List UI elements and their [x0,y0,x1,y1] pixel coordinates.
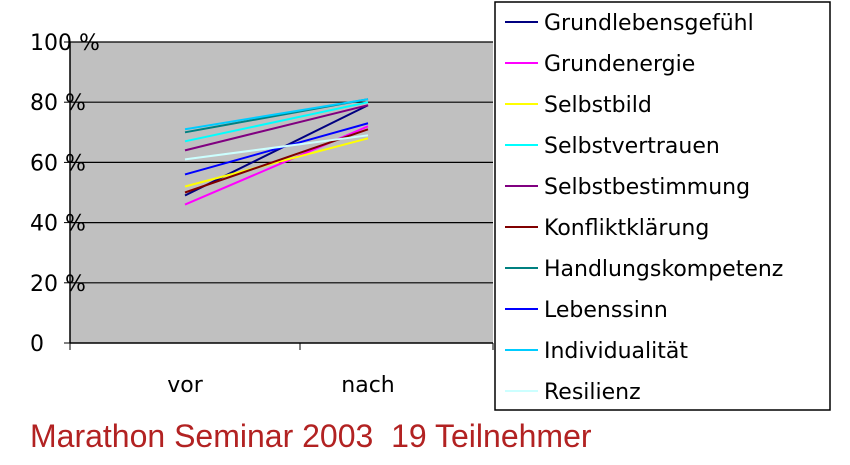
y-tick-label: 100 % [30,31,100,56]
y-tick-label: 80 % [30,91,86,116]
legend-label: Grundenergie [544,52,695,77]
legend-box [494,1,831,411]
x-tick-label: vor [167,373,203,398]
plot-area [70,42,493,343]
legend-label: Grundlebensgefühl [544,11,754,36]
legend: Grundlebensgefühl Grundenergie Selbstbild S… [494,1,831,411]
legend-label: Konfliktklärung [544,216,709,241]
legend-label: Handlungskompetenz [544,257,783,282]
legend-label: Resilienz [544,380,641,405]
series-line [184,137,369,188]
series-line [184,98,369,131]
chart-caption: Marathon Seminar 2003 19 Teilnehmer [30,418,592,454]
series-line [184,104,369,152]
series-line [184,104,369,197]
legend-label: Selbstvertrauen [544,134,720,159]
y-axis: 0 20 % 40 % 60 % 80 % 100 % [30,31,100,357]
y-tick-label: 60 % [30,151,86,176]
series-line [184,101,369,143]
x-axis: vor nach [69,342,494,398]
series-line [184,134,369,161]
y-tick-label: 0 [30,332,44,357]
legend-label: Selbstbestimmung [544,175,750,200]
y-tick-label: 40 % [30,212,86,237]
series-lines [184,98,369,206]
series-line [184,122,369,176]
y-tick-label: 20 % [30,272,86,297]
legend-label: Individualität [544,339,688,364]
legend-label: Lebenssinn [544,298,668,323]
legend-label: Selbstbild [544,93,652,118]
x-tick-label: nach [341,373,394,398]
line-chart: 0 20 % 40 % 60 % 80 % 100 % vor nach Grundlebe… [30,1,831,411]
